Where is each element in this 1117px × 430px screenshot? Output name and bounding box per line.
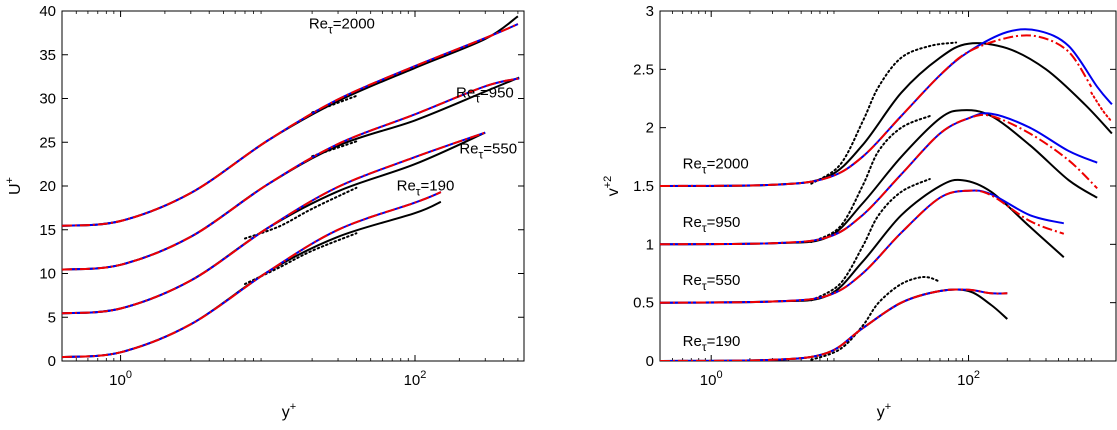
series-line-v2000-pink [1090, 91, 1113, 123]
y-tick-label: 0 [48, 353, 56, 370]
y-tick-label: 35 [39, 47, 56, 64]
y-tick-label: 3 [646, 3, 654, 20]
annotation-label: Reτ=550 [459, 141, 517, 162]
y-tick-label: 5 [48, 309, 56, 326]
y-tick-label: 15 [39, 222, 56, 239]
series-line-u190-blue [62, 191, 442, 359]
x-axis-label: y+ [282, 401, 296, 421]
series-line-u550-dns-dot [244, 186, 358, 240]
velocity-profile-chart: 100 102 0 5 10 15 20 25 30 35 40 y+ U+ Reτ=2000 Reτ=95… [4, 3, 525, 421]
series-line-v190-dot [810, 275, 941, 361]
y-tick-label: 30 [39, 91, 56, 108]
y-tick-label: 0 [646, 353, 654, 370]
x-tick-label: 102 [404, 369, 427, 389]
x-axis-label: y+ [877, 401, 891, 421]
series-line-u190-black [62, 200, 442, 359]
series-line-u550-red [62, 131, 486, 315]
y-tick-label: 0.5 [633, 295, 654, 312]
series-line-v950-dot [810, 115, 931, 243]
series-group [660, 28, 1113, 361]
series-line-v550-dot [810, 178, 931, 302]
plot-frame [61, 10, 525, 362]
series-group [62, 15, 520, 359]
series-line-u950-black [62, 76, 520, 271]
v-variance-profile-chart: 100 102 0 0.5 1 1.5 2 2.5 3 y+ v+2 Reτ=2000 Reτ=950 R… [602, 3, 1117, 421]
annotation-label: Reτ=190 [397, 177, 455, 198]
annotation-label: Reτ=2000 [683, 156, 749, 177]
series-line-v190-blue [660, 288, 1008, 361]
y-tick-label: 25 [39, 134, 56, 151]
series-line-u550-blue [62, 131, 486, 315]
series-line-v190-red [660, 288, 1008, 361]
series-line-u950-dns-dot [311, 140, 358, 158]
series-line-u950-red [62, 77, 520, 271]
x-tick-label: 102 [957, 369, 980, 389]
series-line-v2000-dot [810, 41, 958, 185]
annotation-label: Reτ=2000 [309, 16, 375, 37]
y-tick-label: 2 [646, 120, 654, 137]
y-tick-label: 20 [39, 178, 56, 195]
annotation-label: Reτ=950 [683, 214, 741, 235]
series-line-u550-black [62, 131, 486, 315]
series-line-u190-red [62, 191, 442, 359]
series-line-u190-dns-dot [244, 232, 358, 285]
annotation-label: Reτ=190 [683, 333, 741, 354]
series-line-u2000-dns-dot [311, 94, 358, 114]
y-tick-label: 10 [39, 266, 56, 283]
y-axis-label: U+ [4, 177, 24, 195]
y-tick-label: 40 [39, 3, 56, 20]
y-tick-label: 1 [646, 236, 654, 253]
series-line-v550-red [660, 189, 1065, 304]
x-tick-label: 100 [109, 369, 132, 389]
y-axis-label: v+2 [602, 176, 622, 197]
series-line-u2000-black [62, 15, 519, 227]
series-line-u2000-red [62, 23, 519, 227]
annotation-label: Reτ=950 [456, 85, 514, 106]
x-tick-label: 100 [700, 369, 723, 389]
series-line-v2000-red [660, 34, 1093, 187]
y-tick-label: 2.5 [633, 61, 654, 78]
annotation-label: Reτ=550 [683, 272, 741, 293]
series-line-v950-red [660, 113, 1098, 246]
y-tick-label: 1.5 [633, 178, 654, 195]
